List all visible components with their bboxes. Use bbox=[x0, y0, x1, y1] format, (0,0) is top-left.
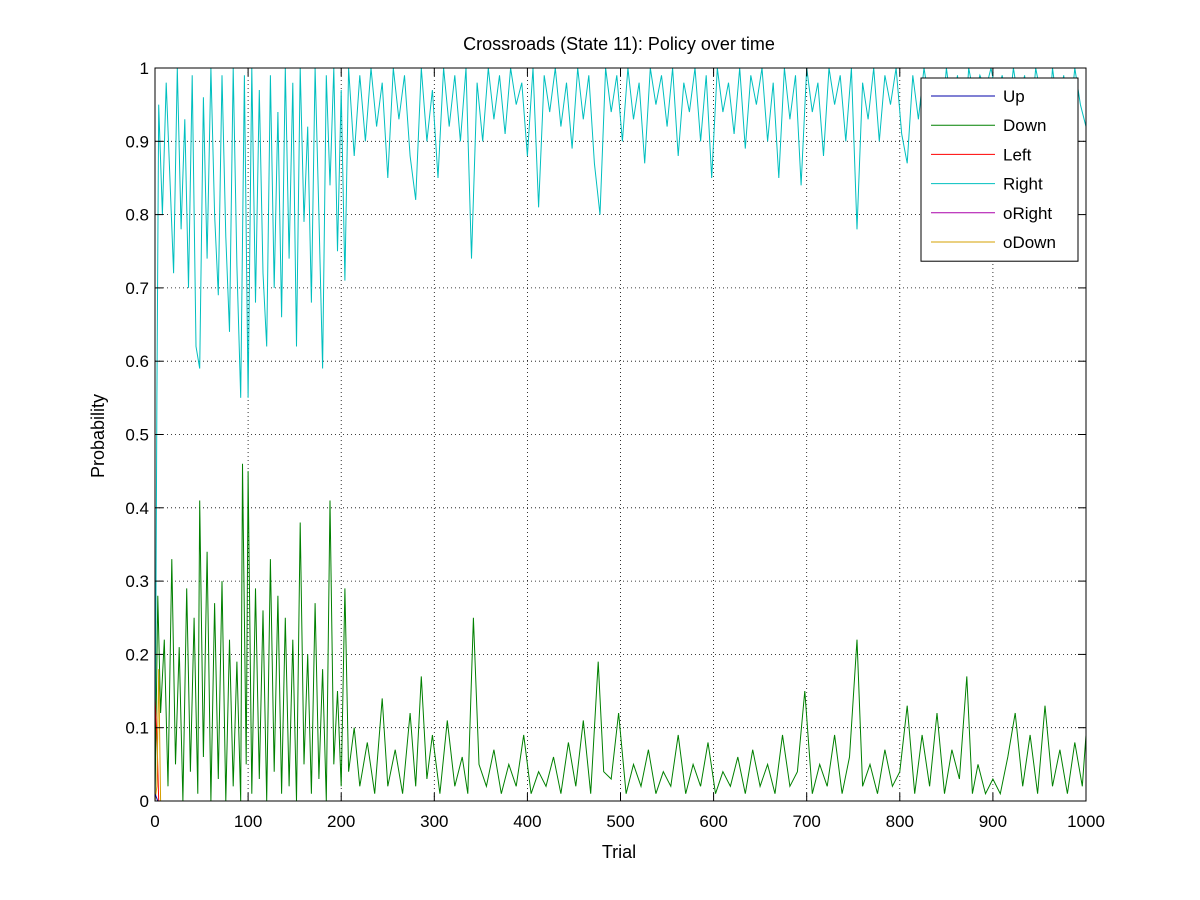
y-tick-label: 0.5 bbox=[125, 426, 149, 445]
x-tick-label: 1000 bbox=[1067, 812, 1105, 831]
x-tick-label: 400 bbox=[513, 812, 541, 831]
y-tick-label: 0.2 bbox=[125, 645, 149, 664]
series-line-down bbox=[154, 463, 1087, 802]
x-axis-title: Trial bbox=[602, 842, 636, 862]
series-line-right bbox=[154, 67, 1087, 802]
y-tick-label: 0.1 bbox=[125, 719, 149, 738]
y-tick-label: 0.4 bbox=[125, 499, 149, 518]
y-tick-label: 0.3 bbox=[125, 572, 149, 591]
x-tick-label: 900 bbox=[979, 812, 1007, 831]
x-tick-label: 800 bbox=[886, 812, 914, 831]
y-tick-label: 1 bbox=[140, 59, 149, 78]
x-tick-label: 100 bbox=[234, 812, 262, 831]
x-tick-label: 700 bbox=[793, 812, 821, 831]
tick-layer: 0 100 200 300 400 500 600 700 800 900 1000 0 0.1 0.2 0… bbox=[125, 59, 1105, 831]
legend: Up Down Left Right oRight oDown bbox=[920, 77, 1079, 262]
legend-label-oright: oRight bbox=[1003, 204, 1052, 223]
chart-title: Crossroads (State 11): Policy over time bbox=[463, 34, 775, 54]
legend-label-left: Left bbox=[1003, 145, 1032, 164]
legend-label-odown: oDown bbox=[1003, 233, 1056, 252]
y-axis-title: Probability bbox=[88, 394, 108, 478]
legend-label-right: Right bbox=[1003, 175, 1043, 194]
y-tick-label: 0.8 bbox=[125, 206, 149, 225]
x-tick-label: 600 bbox=[699, 812, 727, 831]
y-tick-label: 0.9 bbox=[125, 132, 149, 151]
y-tick-label: 0.6 bbox=[125, 352, 149, 371]
x-tick-label: 0 bbox=[150, 812, 159, 831]
x-tick-label: 300 bbox=[420, 812, 448, 831]
legend-label-down: Down bbox=[1003, 116, 1046, 135]
x-tick-label: 500 bbox=[606, 812, 634, 831]
y-tick-label: 0.7 bbox=[125, 279, 149, 298]
y-tick-label: 0 bbox=[140, 792, 149, 811]
legend-box bbox=[920, 77, 1079, 262]
x-tick-label: 200 bbox=[327, 812, 355, 831]
legend-label-up: Up bbox=[1003, 87, 1025, 106]
